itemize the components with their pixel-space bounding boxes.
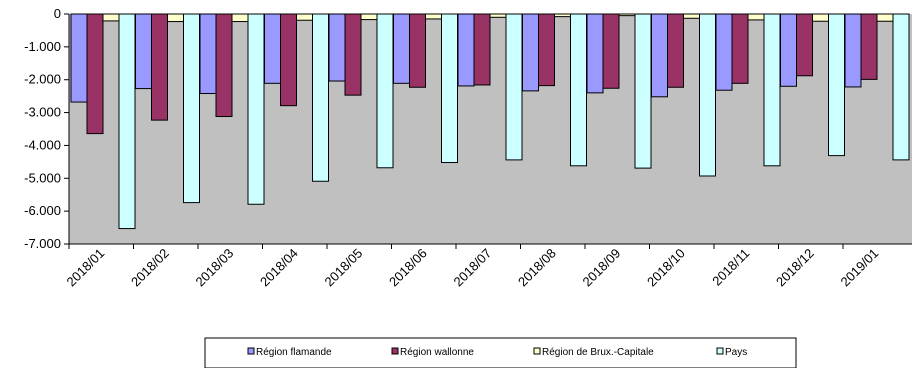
legend-label: Pays [725,347,747,358]
y-tick-label: -3.000 [24,105,61,120]
x-tick-label: 2018/07 [451,246,495,290]
bar [199,13,217,95]
y-tick-label: -7.000 [24,236,61,251]
x-tick-label: 2019/01 [838,246,882,290]
bar [667,13,684,88]
bar [231,13,249,23]
x-tick-label: 2018/09 [580,246,624,290]
bar [618,13,636,17]
bar [651,13,668,98]
bar [425,13,442,20]
legend-swatch [533,347,541,355]
x-tick-label: 2018/10 [644,246,688,290]
bar [538,13,555,87]
bar [183,13,200,204]
bar [135,13,152,90]
bar [892,13,910,161]
bar [70,13,88,103]
bar [554,13,571,18]
legend-box [204,337,797,368]
legend-label: Région flamande [256,347,332,358]
x-tick-label: 2018/02 [128,246,172,290]
y-tick-label: -1.000 [24,39,61,54]
bar [715,13,733,91]
bar [376,13,394,169]
legend-label: Région wallonne [400,347,474,358]
bar [683,13,700,19]
y-tick-label: -2.000 [24,72,61,87]
bar [247,13,265,205]
bar [876,13,894,22]
bar [763,13,781,167]
bar [505,13,523,161]
bar [393,13,410,84]
bar [167,13,184,23]
bar [844,13,862,88]
y-tick-label: -6.000 [24,203,61,218]
x-tick-label: 2018/11 [709,246,752,289]
bar [780,13,797,87]
bar [812,13,829,22]
bar [796,13,813,77]
bar [296,13,313,21]
bar [489,13,507,18]
x-tick-label: 2018/12 [773,246,817,290]
bar [570,13,587,167]
bar [264,13,281,84]
bar [215,13,233,118]
x-tick-label: 2018/01 [64,246,108,290]
bar [586,13,604,94]
bar [473,13,491,86]
bar [828,13,845,157]
x-tick-label: 2018/04 [257,246,301,290]
bar [457,13,475,87]
bar [441,13,458,164]
bar [312,13,329,182]
bar [102,13,120,22]
bar [344,13,362,96]
bar [118,13,136,230]
bar [522,13,539,92]
y-tick-label: 0 [54,6,61,21]
legend-swatch [391,347,399,355]
y-tick-label: -4.000 [24,137,61,152]
x-tick-label: 2018/05 [322,246,366,290]
bar [360,13,378,21]
bar [409,13,426,88]
legend-label: Région de Brux.-Capitale [542,347,654,358]
bar [699,13,716,177]
bar [86,13,104,135]
x-tick-label: 2018/03 [193,246,237,290]
bar [860,13,878,80]
y-tick-label: -5.000 [24,170,61,185]
bar [151,13,168,121]
legend-swatch [247,347,255,355]
x-tick-label: 2018/08 [515,246,559,290]
x-tick-label: 2018/06 [386,246,430,290]
bar [280,13,297,107]
bar [634,13,652,169]
legend-swatch [716,347,724,355]
bar [731,13,749,84]
bar [747,13,765,21]
bar [328,13,346,82]
bar [602,13,620,89]
